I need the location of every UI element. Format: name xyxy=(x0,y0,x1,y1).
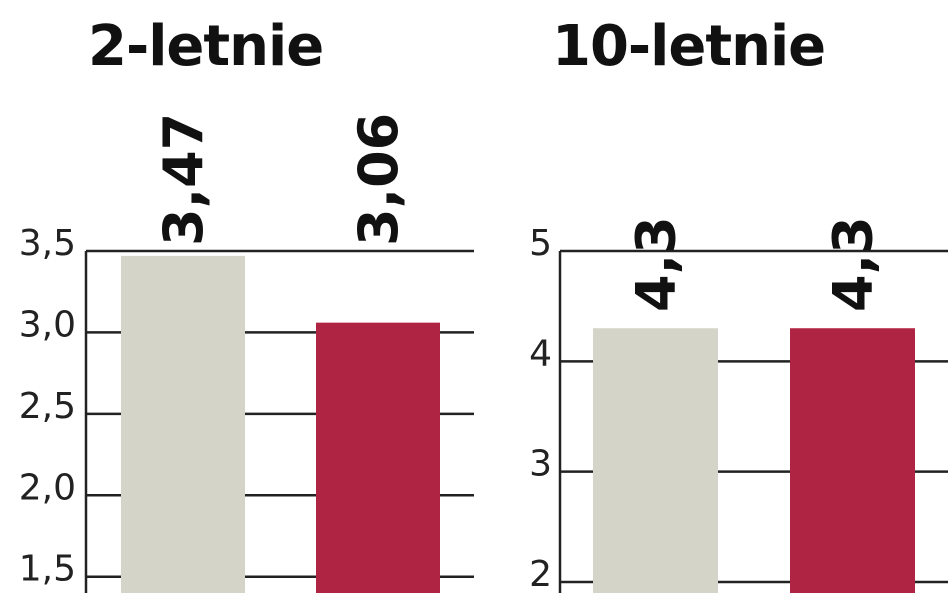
y-tick-label: 5 xyxy=(529,223,552,264)
y-tick-label: 3,5 xyxy=(19,223,76,264)
bar xyxy=(790,328,915,593)
bar xyxy=(316,323,440,593)
bar-chart-2-letnie: 1,5 2,0 2,5 3,0 3,5 3,47 3,06 xyxy=(0,0,474,593)
y-tick-label: 2 xyxy=(529,554,552,593)
chart-panel-2-letnie: 2-letnie 1,5 2,0 2,5 3,0 3,5 3,47 3,06 xyxy=(0,0,474,593)
y-tick-label: 3,0 xyxy=(19,304,76,345)
bar xyxy=(593,328,718,593)
y-tick-label: 1,5 xyxy=(19,549,76,590)
bar-value-label: 3,06 xyxy=(347,113,410,246)
y-tick-label: 2,5 xyxy=(19,386,76,427)
bar-value-label: 4,3 xyxy=(822,216,885,312)
bar-value-label: 4,3 xyxy=(625,216,688,312)
y-tick-label: 4 xyxy=(529,333,552,374)
bar-value-label: 3,47 xyxy=(152,113,215,246)
bar xyxy=(121,256,245,593)
y-tick-label: 3 xyxy=(529,444,552,485)
bar-chart-10-letnie: 2 3 4 5 4,3 4,3 xyxy=(474,0,948,593)
chart-panel-10-letnie: 10-letnie 2 3 4 5 4,3 4,3 xyxy=(474,0,948,593)
y-tick-label: 2,0 xyxy=(19,467,76,508)
